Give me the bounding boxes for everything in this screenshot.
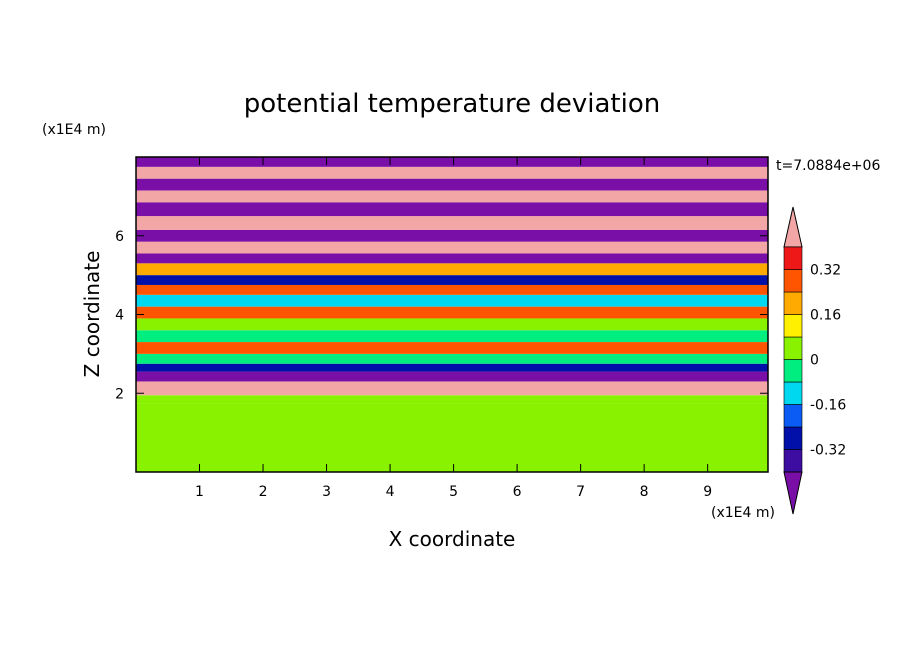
field-band bbox=[136, 342, 768, 354]
colorbar-segment bbox=[783, 359, 803, 383]
field-band bbox=[136, 229, 768, 242]
field-band bbox=[136, 294, 768, 307]
x-axis-label: X coordinate bbox=[389, 527, 516, 551]
field-band bbox=[136, 318, 768, 331]
field-band bbox=[136, 330, 768, 343]
y-axis: 2 4 6 bbox=[115, 229, 768, 402]
colorbar-label: 0.32 bbox=[810, 263, 841, 279]
y-axis-unit: (x1E4 m) bbox=[42, 122, 106, 138]
x-tick-label: 4 bbox=[386, 484, 395, 500]
x-tick-label: 2 bbox=[259, 484, 268, 500]
field-band bbox=[136, 403, 768, 472]
field-band bbox=[136, 363, 768, 372]
plot-area bbox=[136, 157, 768, 472]
colorbar: 0.32 0.16 0 -0.16 -0.32 bbox=[783, 206, 846, 515]
field-band bbox=[136, 263, 768, 276]
x-tick-label: 1 bbox=[195, 484, 204, 500]
x-tick-label: 7 bbox=[576, 484, 585, 500]
field-band bbox=[136, 178, 768, 191]
colorbar-segment bbox=[783, 336, 803, 360]
y-tick-label: 4 bbox=[115, 308, 124, 324]
x-tick-label: 8 bbox=[640, 484, 649, 500]
colorbar-segment bbox=[783, 404, 803, 428]
colorbar-segment bbox=[783, 291, 803, 315]
field-band bbox=[136, 190, 768, 203]
colorbar-segment bbox=[783, 246, 803, 270]
colorbar-label: -0.32 bbox=[810, 443, 846, 459]
y-tick-label: 6 bbox=[115, 229, 124, 245]
colorbar-label: 0 bbox=[810, 353, 819, 369]
colorbar-segment bbox=[783, 426, 803, 450]
colorbar-segment bbox=[783, 314, 803, 338]
colorbar-segment bbox=[783, 381, 803, 405]
field-band bbox=[136, 202, 768, 217]
field-band bbox=[136, 284, 768, 295]
x-tick-label: 5 bbox=[449, 484, 458, 500]
colorbar-label: -0.16 bbox=[810, 398, 846, 414]
colorbar-label: 0.16 bbox=[810, 308, 841, 324]
field-band bbox=[136, 241, 768, 254]
field-band bbox=[136, 306, 768, 319]
x-axis: 1 2 3 4 5 6 7 8 9 bbox=[195, 157, 712, 500]
field-band bbox=[136, 381, 768, 396]
field-band bbox=[136, 166, 768, 179]
time-label: t=7.0884e+06 bbox=[776, 158, 880, 174]
x-tick-label: 9 bbox=[703, 484, 712, 500]
colorbar-under-triangle bbox=[783, 471, 803, 515]
x-axis-unit: (x1E4 m) bbox=[711, 505, 775, 521]
field-band bbox=[136, 371, 768, 382]
chart-title: potential temperature deviation bbox=[244, 89, 660, 119]
field-band bbox=[136, 216, 768, 230]
field-band bbox=[136, 275, 768, 285]
colorbar-segment bbox=[783, 269, 803, 293]
y-tick-label: 2 bbox=[115, 386, 124, 402]
colorbar-over-triangle bbox=[783, 206, 803, 248]
y-axis-label: Z coordinate bbox=[80, 251, 104, 378]
field-band bbox=[136, 353, 768, 364]
colorbar-segment bbox=[783, 449, 803, 473]
field-band bbox=[136, 395, 768, 404]
x-tick-label: 6 bbox=[513, 484, 522, 500]
field-band bbox=[136, 157, 768, 167]
x-tick-label: 3 bbox=[322, 484, 331, 500]
field-band bbox=[136, 253, 768, 264]
